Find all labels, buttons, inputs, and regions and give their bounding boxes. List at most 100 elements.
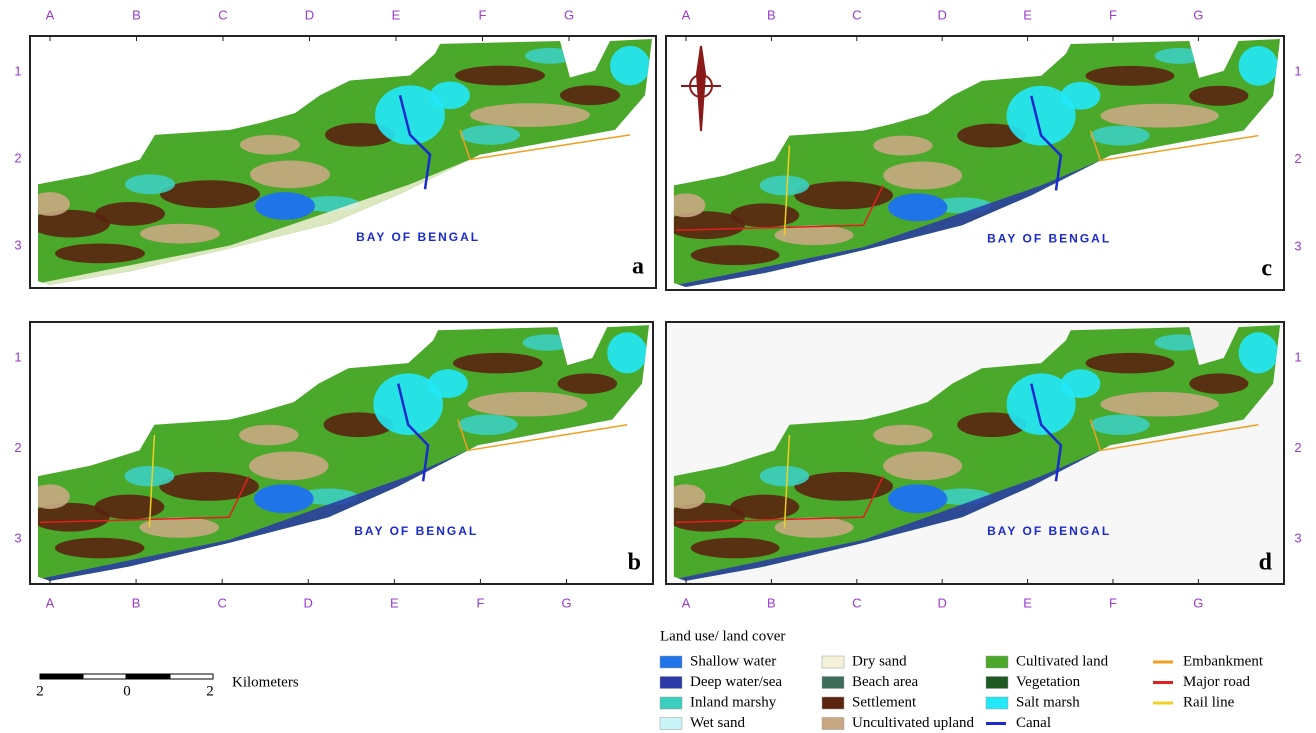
grid-column-label: A — [46, 7, 55, 22]
grid-column-label: D — [937, 7, 946, 22]
scale-segment — [40, 674, 83, 679]
grid-column-label: B — [767, 7, 776, 22]
grid-row-label: 2 — [14, 150, 21, 165]
grid-column-label: A — [46, 595, 55, 610]
grid-column-label: E — [392, 7, 401, 22]
grid-row-label: 1 — [14, 349, 21, 364]
north-n: N — [697, 79, 706, 93]
legend-swatch — [986, 697, 1008, 709]
grid-column-label: F — [479, 7, 487, 22]
grid-column-label: C — [852, 595, 861, 610]
legend-swatch — [822, 718, 844, 730]
grid-column-label: E — [390, 595, 399, 610]
cover-patch — [607, 332, 647, 373]
map-panel: BAY OF BENGALdABCDEFG123 — [666, 322, 1302, 610]
grid-column-label: C — [218, 7, 227, 22]
scale-label: 2 — [206, 683, 214, 699]
legend-label: Dry sand — [852, 653, 907, 669]
lagoon — [888, 484, 947, 513]
legend-label: Uncultivated upland — [852, 715, 975, 731]
legend-swatch — [660, 697, 682, 709]
legend: Land use/ land cover Shallow water Deep wa… — [660, 628, 1264, 731]
scale-label: 0 — [123, 683, 131, 699]
grid-row-label: 1 — [14, 63, 21, 78]
cover-patch — [55, 538, 145, 559]
grid-row-label: 3 — [14, 530, 21, 545]
legend-label: Shallow water — [690, 653, 776, 669]
cover-patch — [1189, 373, 1248, 394]
cover-patch — [873, 425, 932, 446]
grid-column-label: G — [561, 595, 571, 610]
grid-column-label: D — [304, 595, 313, 610]
panel-label: d — [1259, 550, 1273, 576]
scale-segment — [170, 674, 213, 679]
panel-label: c — [1261, 256, 1272, 282]
legend-title: Land use/ land cover — [660, 628, 785, 644]
legend-swatch — [822, 656, 844, 668]
sea-label: BAY OF BENGAL — [987, 231, 1111, 245]
panel-label: a — [632, 254, 644, 280]
cover-patch — [760, 175, 809, 195]
figure: BAY OF BENGALaABCDEFG123BAY OF BENGALbAB… — [0, 0, 1316, 733]
cover-patch — [139, 517, 219, 538]
lagoon — [255, 192, 315, 220]
legend-label: Cultivated land — [1016, 653, 1109, 669]
grid-column-label: F — [476, 595, 484, 610]
cover-patch — [239, 425, 299, 446]
grid-column-label: G — [564, 7, 574, 22]
cover-patch — [1091, 126, 1150, 146]
cover-patch — [1239, 46, 1278, 86]
cover-patch — [458, 414, 518, 435]
cover-patch — [1189, 86, 1248, 106]
lagoon — [888, 193, 947, 221]
cover-patch — [455, 66, 545, 86]
legend-swatch — [822, 697, 844, 709]
grid-column-label: E — [1023, 595, 1032, 610]
grid-row-label: 2 — [14, 440, 21, 455]
legend-label: Embankment — [1183, 653, 1264, 669]
grid-column-label: D — [305, 7, 314, 22]
legend-label: Wet sand — [690, 715, 746, 731]
legend-swatch — [822, 677, 844, 689]
cover-patch — [125, 174, 175, 194]
grid-column-label: B — [132, 7, 141, 22]
legend-label: Settlement — [852, 694, 917, 710]
grid-column-label: G — [1193, 595, 1203, 610]
cover-patch — [160, 180, 260, 208]
legend-label: Inland marshy — [690, 694, 777, 710]
legend-label: Salt marsh — [1016, 694, 1080, 710]
cover-patch — [468, 392, 587, 417]
sea-label: BAY OF BENGAL — [354, 524, 478, 538]
legend-swatch — [986, 656, 1008, 668]
cover-patch — [1100, 392, 1218, 417]
grid-column-label: F — [1109, 595, 1117, 610]
cover-patch — [691, 538, 780, 559]
cover-patch — [1086, 353, 1175, 374]
cover-patch — [873, 136, 932, 156]
legend-swatch — [660, 677, 682, 689]
grid-row-label: 3 — [1294, 239, 1301, 254]
cover-patch — [1100, 104, 1218, 128]
legend-label: Deep water/sea — [690, 674, 782, 690]
cover-patch — [1086, 66, 1175, 86]
cover-patch — [730, 203, 799, 227]
cover-patch — [55, 244, 145, 264]
legend-swatch — [660, 718, 682, 730]
legend-label: Canal — [1016, 715, 1051, 731]
cover-patch — [140, 224, 220, 244]
scale-segment — [127, 674, 170, 679]
cover-patch — [1239, 332, 1278, 373]
cover-patch — [470, 103, 590, 127]
legend-label: Beach area — [852, 674, 919, 690]
cover-patch — [125, 466, 175, 487]
cover-patch — [560, 85, 620, 105]
sea-label: BAY OF BENGAL — [987, 524, 1111, 538]
cover-patch — [883, 162, 962, 190]
cover-patch — [730, 495, 799, 520]
cover-patch — [95, 202, 165, 226]
cover-patch — [557, 373, 617, 394]
cover-patch — [691, 245, 780, 265]
cover-patch — [1091, 414, 1150, 435]
